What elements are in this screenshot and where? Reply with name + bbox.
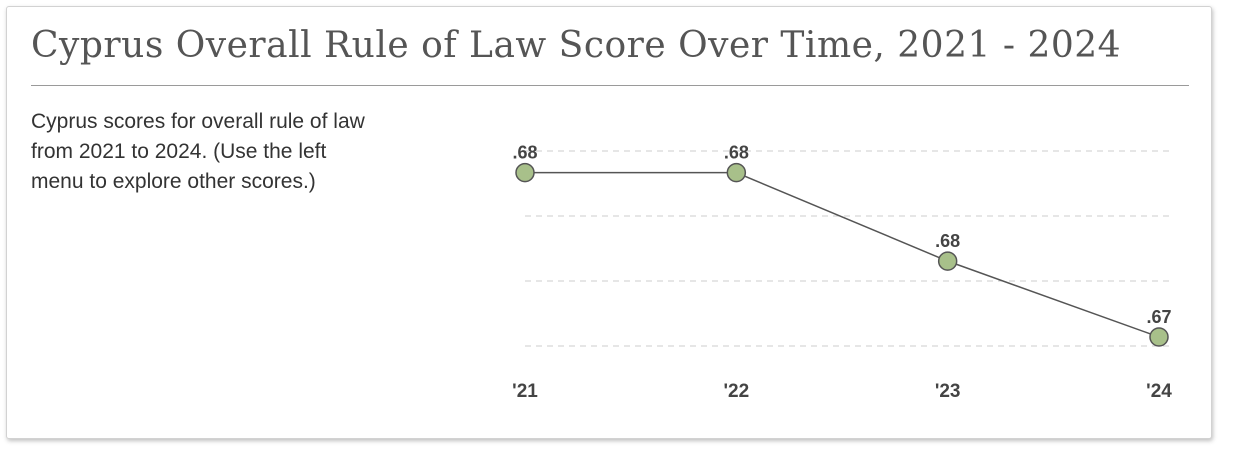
page-title: Cyprus Overall Rule of Law Score Over Ti… xyxy=(31,25,1122,66)
data-point[interactable] xyxy=(1149,327,1169,347)
data-label: .67 xyxy=(1146,307,1171,327)
data-point[interactable] xyxy=(937,251,958,271)
x-tick-label: '21 xyxy=(512,381,538,402)
x-tick-label: '24 xyxy=(1146,381,1172,402)
x-tick-label: '22 xyxy=(724,381,750,402)
chart-card: Cyprus Overall Rule of Law Score Over Ti… xyxy=(6,6,1212,439)
data-label: .68 xyxy=(512,143,537,163)
data-point[interactable] xyxy=(515,162,535,183)
x-axis-ticks: '21 '22 '23 '24 xyxy=(512,381,1172,402)
series-line xyxy=(525,171,1160,338)
line-chart: .68 .68 .68 .67 '21 '22 '23 '24 xyxy=(512,143,1172,402)
title-divider xyxy=(31,85,1189,86)
series-line-path xyxy=(525,171,1160,338)
grid-lines xyxy=(525,150,1171,347)
data-label: .68 xyxy=(724,143,749,163)
x-tick-label: '23 xyxy=(935,381,961,402)
chart-description: Cyprus scores for overall rule of law fr… xyxy=(31,110,365,193)
data-labels: .68 .68 .68 .67 xyxy=(512,143,1171,327)
data-points xyxy=(515,162,1169,347)
data-label: .68 xyxy=(935,231,960,251)
data-point[interactable] xyxy=(726,162,747,183)
